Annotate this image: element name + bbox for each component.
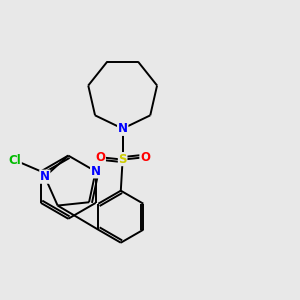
Text: Cl: Cl [8, 154, 21, 167]
Text: S: S [118, 153, 127, 166]
Text: N: N [118, 122, 128, 135]
Text: O: O [95, 151, 105, 164]
Text: O: O [140, 151, 150, 164]
Text: N: N [91, 165, 100, 178]
Text: N: N [118, 122, 128, 135]
Text: N: N [40, 170, 50, 183]
